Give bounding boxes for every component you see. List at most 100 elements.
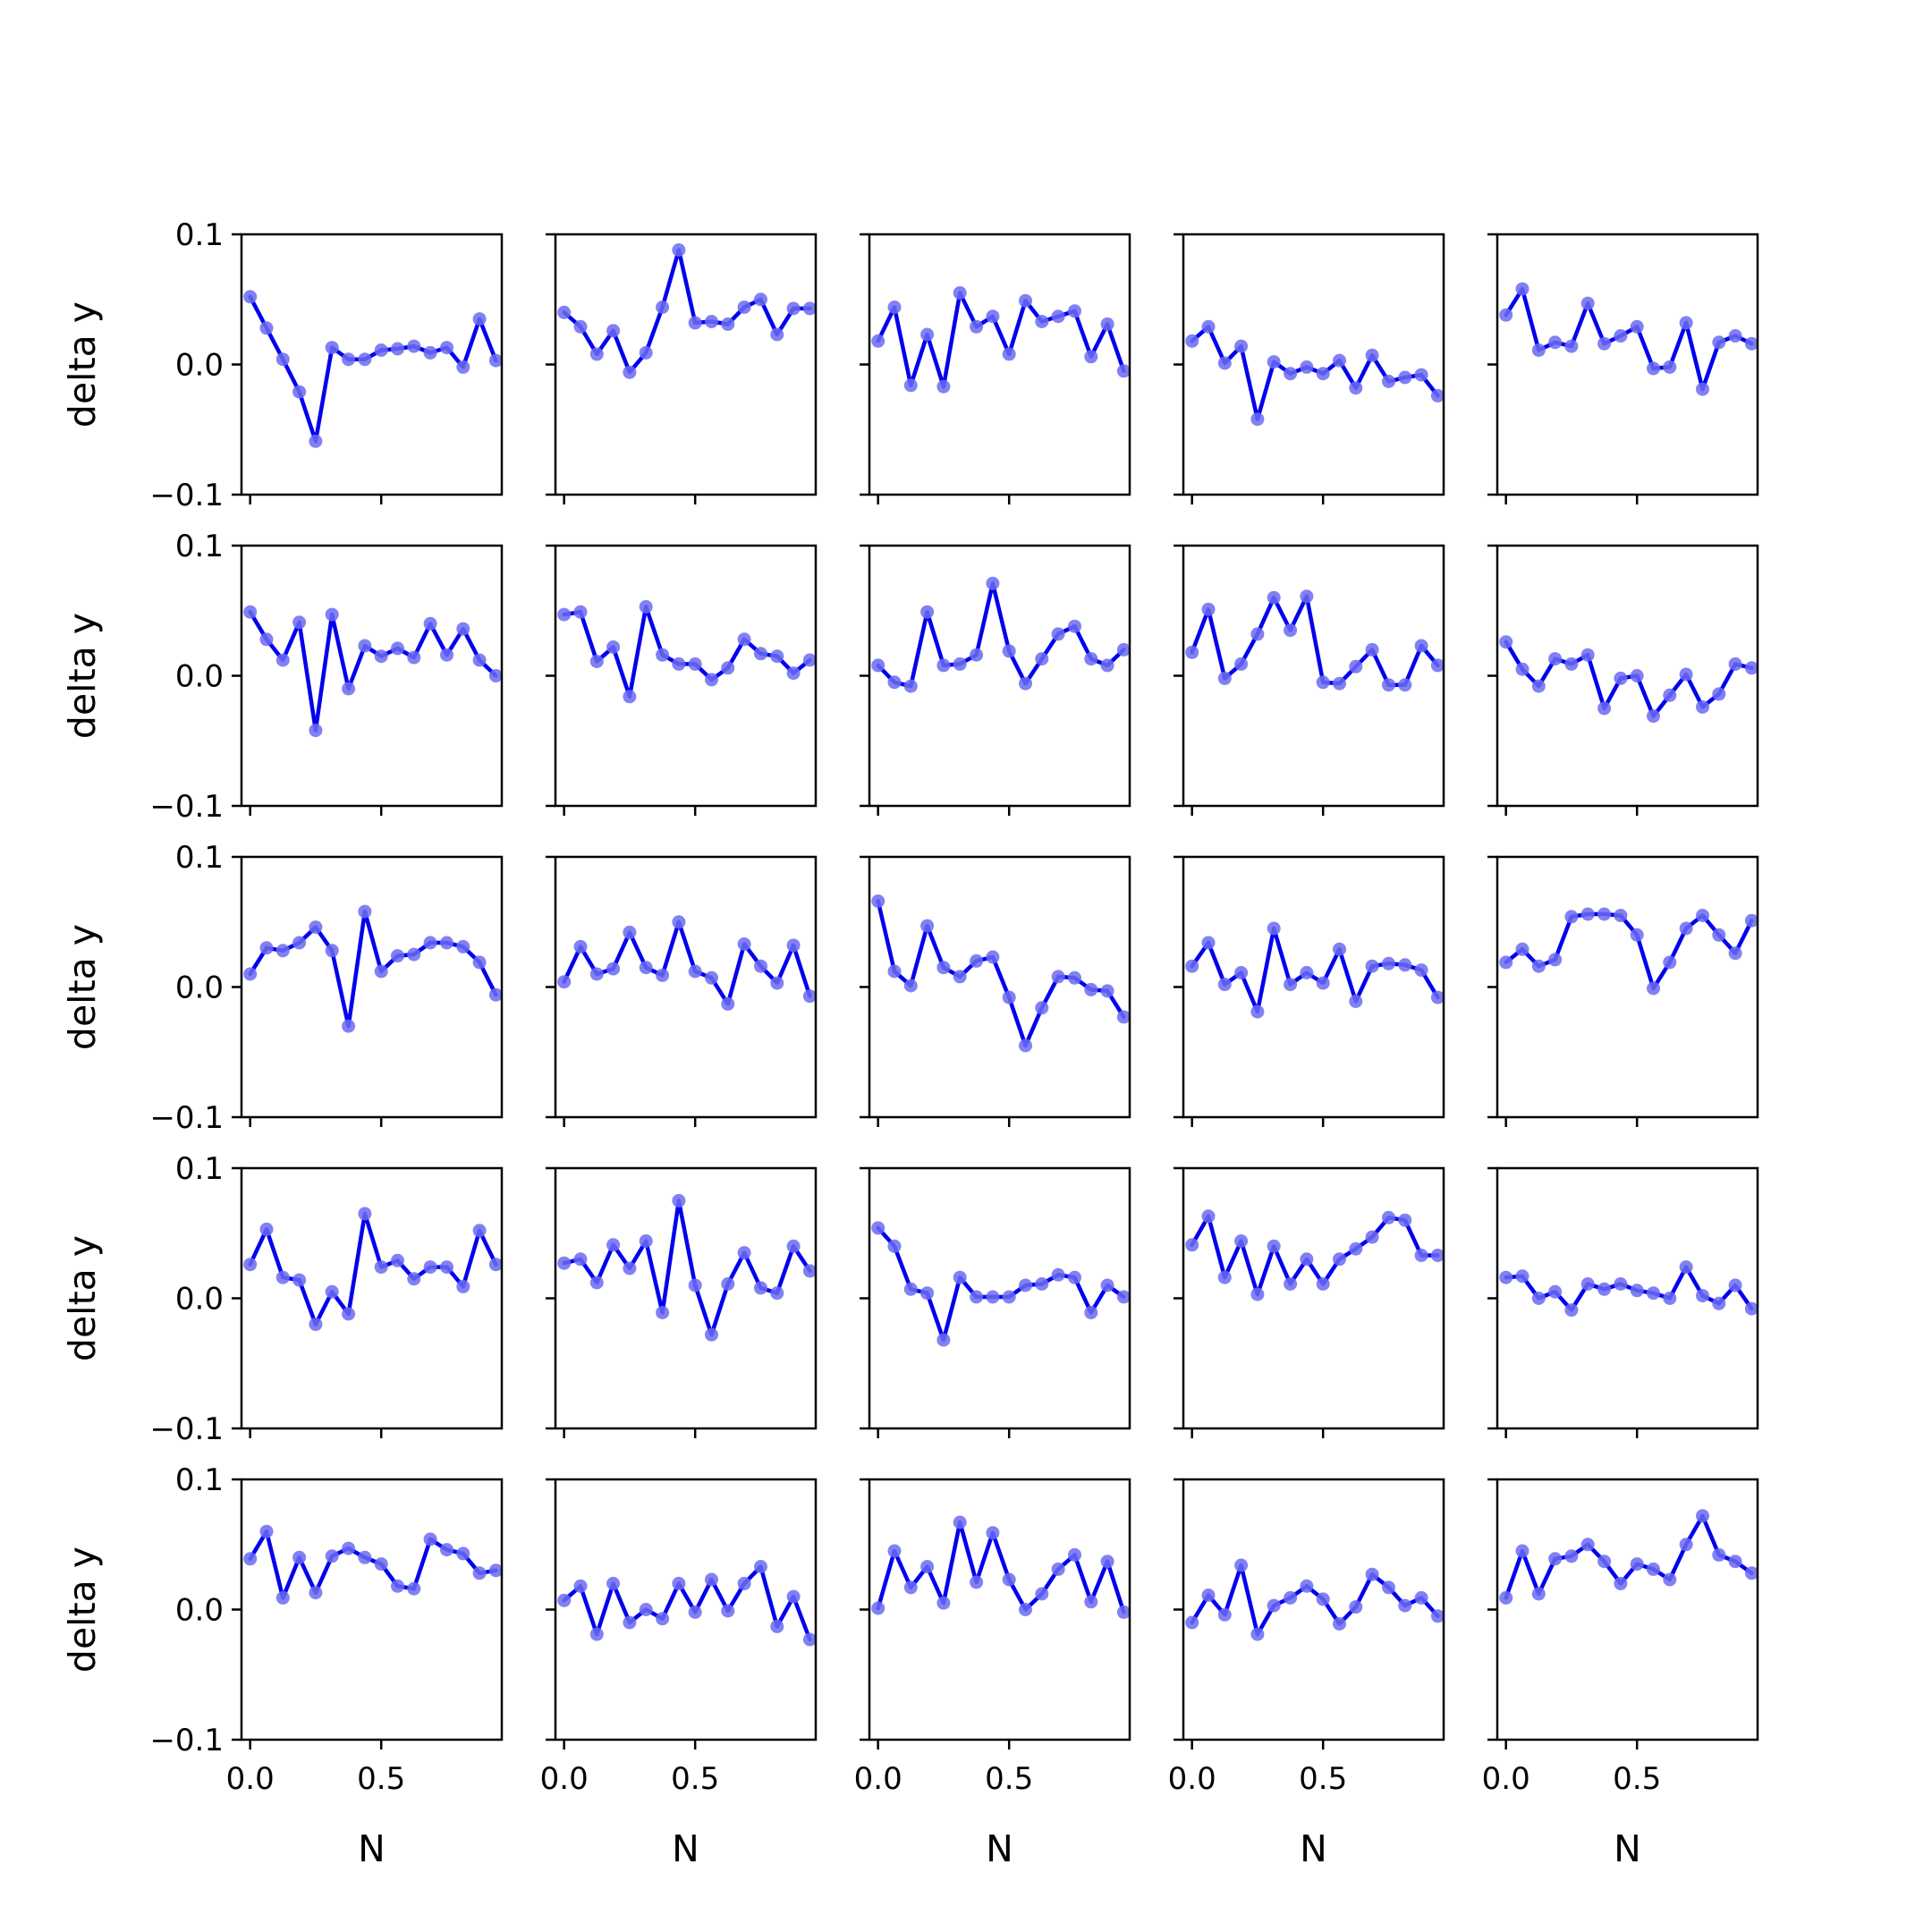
data-point bbox=[953, 286, 967, 300]
data-point bbox=[1217, 1270, 1232, 1284]
data-point bbox=[754, 959, 767, 973]
data-point bbox=[1382, 956, 1395, 970]
data-point bbox=[721, 1277, 735, 1291]
axes-frame bbox=[1496, 1478, 1759, 1741]
data-point bbox=[887, 1239, 902, 1253]
data-point bbox=[623, 365, 637, 379]
data-point bbox=[407, 947, 421, 962]
data-point bbox=[1201, 1589, 1216, 1602]
data-point bbox=[1349, 1241, 1363, 1256]
data-point bbox=[970, 1290, 984, 1304]
subplot-r1-c2 bbox=[546, 233, 818, 504]
data-point bbox=[342, 1541, 356, 1555]
subplot-r4-c3 bbox=[860, 1166, 1131, 1438]
data-point bbox=[573, 319, 588, 334]
data-point bbox=[1430, 658, 1445, 673]
data-point bbox=[1185, 959, 1199, 973]
data-point bbox=[705, 673, 718, 687]
data-point bbox=[1234, 1234, 1249, 1248]
series-line bbox=[1504, 640, 1754, 718]
data-point bbox=[672, 657, 686, 671]
data-point bbox=[309, 1318, 323, 1332]
data-point bbox=[953, 970, 967, 984]
data-point bbox=[1728, 1278, 1742, 1292]
series-line bbox=[562, 605, 812, 699]
data-point bbox=[1201, 936, 1216, 950]
data-point bbox=[786, 301, 801, 316]
data-point bbox=[737, 937, 751, 951]
data-point bbox=[986, 309, 1000, 324]
data-point bbox=[1316, 367, 1330, 381]
data-point bbox=[1398, 678, 1412, 692]
data-point bbox=[903, 1282, 918, 1296]
series-line bbox=[562, 1199, 812, 1337]
data-point bbox=[802, 1632, 817, 1647]
data-point bbox=[1100, 317, 1114, 331]
data-point bbox=[1728, 946, 1742, 961]
data-point bbox=[488, 1258, 503, 1272]
data-point bbox=[1499, 635, 1513, 649]
data-point bbox=[1201, 602, 1216, 616]
data-point bbox=[309, 434, 323, 448]
x-tick-label: 0.0 bbox=[540, 1761, 589, 1797]
data-point bbox=[1284, 978, 1298, 992]
axes-frame bbox=[554, 544, 818, 808]
data-point bbox=[309, 1586, 323, 1600]
data-point bbox=[456, 939, 470, 953]
data-point bbox=[1333, 676, 1346, 691]
data-point bbox=[1116, 1605, 1131, 1619]
x-axis-label: N bbox=[1614, 1827, 1641, 1870]
data-point bbox=[1515, 1269, 1530, 1284]
y-tick-label: 0.0 bbox=[175, 1282, 224, 1318]
data-point bbox=[1597, 336, 1612, 351]
data-point bbox=[1250, 1287, 1265, 1301]
x-tick-label: 0.0 bbox=[1168, 1761, 1216, 1797]
data-point bbox=[656, 968, 670, 982]
data-point bbox=[456, 622, 470, 636]
data-point bbox=[391, 1253, 404, 1267]
data-point bbox=[1116, 1290, 1131, 1304]
data-point bbox=[1002, 347, 1016, 361]
data-point bbox=[440, 648, 453, 662]
y-tick-label: −0.1 bbox=[149, 789, 224, 825]
data-point bbox=[259, 1524, 274, 1538]
data-point bbox=[1531, 343, 1546, 357]
data-point bbox=[1515, 662, 1530, 676]
data-point bbox=[1284, 1277, 1298, 1291]
data-point bbox=[1398, 958, 1412, 972]
subplot-r3-c2 bbox=[546, 855, 818, 1127]
data-point bbox=[557, 1256, 572, 1270]
data-point bbox=[887, 964, 902, 979]
data-point bbox=[1712, 687, 1726, 701]
subplot-r3-c5 bbox=[1487, 855, 1759, 1127]
series-line bbox=[562, 248, 812, 375]
axes-frame bbox=[1496, 855, 1759, 1119]
data-point bbox=[1515, 282, 1530, 296]
data-point bbox=[589, 967, 604, 981]
data-point bbox=[656, 648, 670, 662]
data-point bbox=[936, 658, 951, 673]
series-line bbox=[248, 294, 498, 444]
data-point bbox=[1300, 966, 1314, 979]
data-point bbox=[1201, 1209, 1216, 1224]
data-point bbox=[1002, 990, 1016, 1004]
data-point bbox=[1300, 360, 1314, 374]
data-point bbox=[1531, 959, 1546, 973]
data-point bbox=[275, 944, 290, 958]
data-point bbox=[1002, 1572, 1016, 1587]
series-line bbox=[876, 291, 1126, 389]
data-point bbox=[936, 1333, 951, 1347]
data-point bbox=[1217, 1607, 1232, 1622]
data-point bbox=[1116, 364, 1131, 378]
data-point bbox=[1744, 661, 1758, 675]
data-point bbox=[672, 1576, 686, 1590]
data-point bbox=[606, 1576, 621, 1590]
data-point bbox=[721, 1604, 735, 1618]
data-point bbox=[1300, 1579, 1314, 1593]
data-point bbox=[1365, 1567, 1379, 1581]
data-point bbox=[903, 378, 918, 393]
data-point bbox=[887, 301, 902, 314]
data-point bbox=[259, 941, 274, 955]
data-point bbox=[1267, 355, 1281, 369]
data-point bbox=[920, 605, 935, 619]
